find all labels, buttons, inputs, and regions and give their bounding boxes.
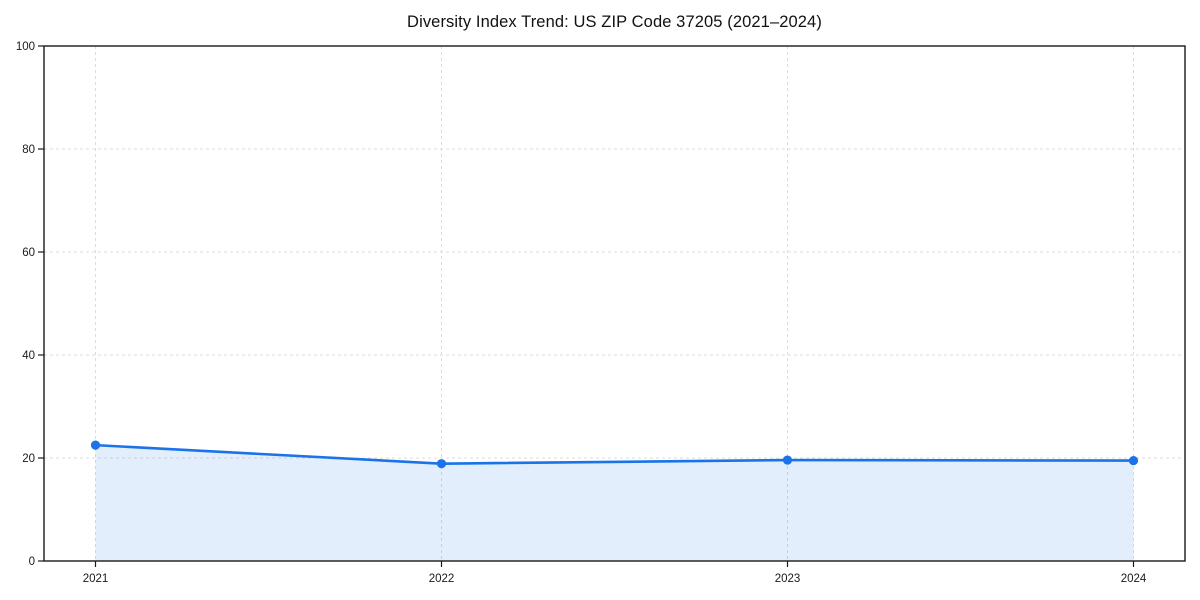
trend-line	[94, 443, 1135, 465]
y-tick-label-0: 0	[29, 556, 35, 568]
y-tick-label-20: 20	[22, 453, 35, 465]
data-point-2024	[1128, 455, 1139, 466]
plot-border	[43, 45, 1186, 562]
x-tick-label-2021: 2021	[83, 573, 109, 585]
data-point-2021	[90, 440, 101, 450]
area-fill	[95, 445, 1134, 561]
y-tick-label-60: 60	[22, 247, 35, 259]
y-tick-label-100: 100	[16, 41, 35, 53]
x-tick-label-2022: 2022	[429, 573, 455, 585]
y-tick-label-80: 80	[22, 144, 35, 156]
data-point-2022	[436, 459, 447, 469]
x-tick-label-2024: 2024	[1121, 573, 1147, 585]
chart-title: Diversity Index Trend: US ZIP Code 37205…	[407, 13, 822, 31]
data-point-2023	[782, 455, 793, 465]
y-tick-label-40: 40	[22, 350, 35, 362]
x-tick-label-2023: 2023	[775, 573, 801, 585]
